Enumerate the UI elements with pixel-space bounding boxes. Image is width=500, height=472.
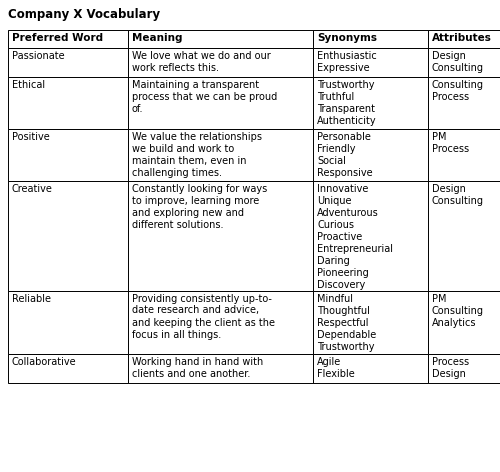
Bar (8, 290, 128, 354)
Bar (128, 30, 313, 48)
Text: Synonyms: Synonyms (317, 33, 377, 43)
Text: We love what we do and our
work reflects this.: We love what we do and our work reflects… (132, 51, 271, 73)
Text: Collaborative: Collaborative (12, 357, 76, 367)
Bar (8, 48, 128, 77)
Bar (8, 129, 128, 181)
Text: Ethical: Ethical (12, 80, 45, 90)
Bar (8, 77, 128, 129)
Bar (128, 48, 313, 77)
Bar (128, 77, 313, 129)
Bar (128, 181, 313, 290)
Text: Passionate: Passionate (12, 51, 64, 61)
Bar (8, 354, 128, 383)
Bar (128, 129, 313, 181)
Bar (428, 30, 500, 48)
Text: We value the relationships
we build and work to
maintain them, even in
challengi: We value the relationships we build and … (132, 132, 262, 178)
Bar (313, 77, 428, 129)
Text: Design
Consulting: Design Consulting (432, 184, 484, 206)
Bar (428, 48, 500, 77)
Text: Mindful
Thoughtful
Respectful
Dependable
Trustworthy: Mindful Thoughtful Respectful Dependable… (317, 294, 376, 352)
Text: Working hand in hand with
clients and one another.: Working hand in hand with clients and on… (132, 357, 263, 379)
Bar (313, 181, 428, 290)
Bar (428, 77, 500, 129)
Text: Agile
Flexible: Agile Flexible (317, 357, 355, 379)
Bar (428, 181, 500, 290)
Text: Preferred Word: Preferred Word (12, 33, 103, 43)
Text: Reliable: Reliable (12, 294, 51, 303)
Text: Consulting
Process: Consulting Process (432, 80, 484, 102)
Text: Meaning: Meaning (132, 33, 182, 43)
Text: Providing consistently up-to-
date research and advice,
and keeping the client a: Providing consistently up-to- date resea… (132, 294, 275, 339)
Text: Positive: Positive (12, 132, 50, 142)
Text: Creative: Creative (12, 184, 53, 194)
Text: PM
Process: PM Process (432, 132, 469, 154)
Bar (428, 354, 500, 383)
Text: Design
Consulting: Design Consulting (432, 51, 484, 73)
Bar (428, 290, 500, 354)
Bar (8, 181, 128, 290)
Bar (313, 30, 428, 48)
Text: Trustworthy
Truthful
Transparent
Authenticity: Trustworthy Truthful Transparent Authent… (317, 80, 376, 126)
Text: Constantly looking for ways
to improve, learning more
and exploring new and
diff: Constantly looking for ways to improve, … (132, 184, 267, 230)
Text: Enthusiastic
Expressive: Enthusiastic Expressive (317, 51, 377, 73)
Bar (313, 354, 428, 383)
Text: Maintaining a transparent
process that we can be proud
of.: Maintaining a transparent process that w… (132, 80, 277, 114)
Bar (128, 354, 313, 383)
Bar (428, 129, 500, 181)
Bar (313, 129, 428, 181)
Bar (313, 48, 428, 77)
Text: PM
Consulting
Analytics: PM Consulting Analytics (432, 294, 484, 328)
Bar (128, 290, 313, 354)
Text: Innovative
Unique
Adventurous
Curious
Proactive
Entrepreneurial
Daring
Pioneerin: Innovative Unique Adventurous Curious Pr… (317, 184, 393, 290)
Text: Company X Vocabulary: Company X Vocabulary (8, 8, 160, 21)
Bar (8, 30, 128, 48)
Text: Personable
Friendly
Social
Responsive: Personable Friendly Social Responsive (317, 132, 372, 178)
Bar (313, 290, 428, 354)
Text: Process
Design: Process Design (432, 357, 469, 379)
Text: Attributes: Attributes (432, 33, 492, 43)
